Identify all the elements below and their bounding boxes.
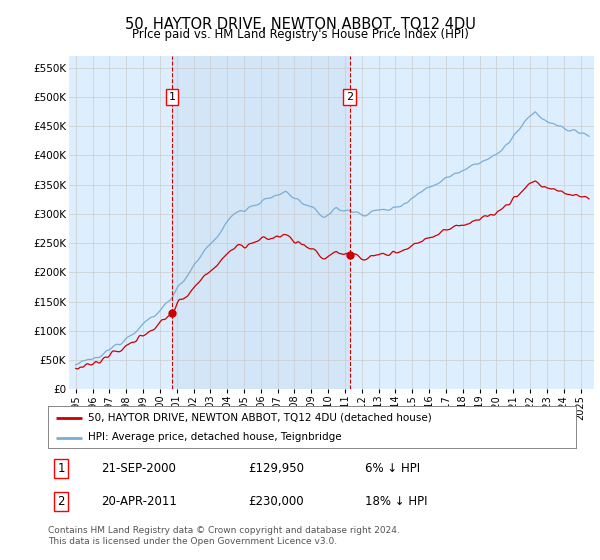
Text: 1: 1 <box>169 92 175 102</box>
Text: 50, HAYTOR DRIVE, NEWTON ABBOT, TQ12 4DU (detached house): 50, HAYTOR DRIVE, NEWTON ABBOT, TQ12 4DU… <box>88 413 431 423</box>
Text: 2: 2 <box>58 495 65 508</box>
Text: 21-SEP-2000: 21-SEP-2000 <box>101 461 176 475</box>
Text: £230,000: £230,000 <box>248 495 304 508</box>
Text: HPI: Average price, detached house, Teignbridge: HPI: Average price, detached house, Teig… <box>88 432 341 442</box>
Bar <box>172 56 350 389</box>
Text: 6% ↓ HPI: 6% ↓ HPI <box>365 461 420 475</box>
Text: Price paid vs. HM Land Registry's House Price Index (HPI): Price paid vs. HM Land Registry's House … <box>131 28 469 41</box>
Text: 20-APR-2011: 20-APR-2011 <box>101 495 176 508</box>
Text: 18% ↓ HPI: 18% ↓ HPI <box>365 495 427 508</box>
Text: 2: 2 <box>346 92 353 102</box>
Text: 1: 1 <box>58 461 65 475</box>
Text: £129,950: £129,950 <box>248 461 305 475</box>
Text: 50, HAYTOR DRIVE, NEWTON ABBOT, TQ12 4DU: 50, HAYTOR DRIVE, NEWTON ABBOT, TQ12 4DU <box>125 17 475 32</box>
Text: Contains HM Land Registry data © Crown copyright and database right 2024.
This d: Contains HM Land Registry data © Crown c… <box>48 526 400 546</box>
